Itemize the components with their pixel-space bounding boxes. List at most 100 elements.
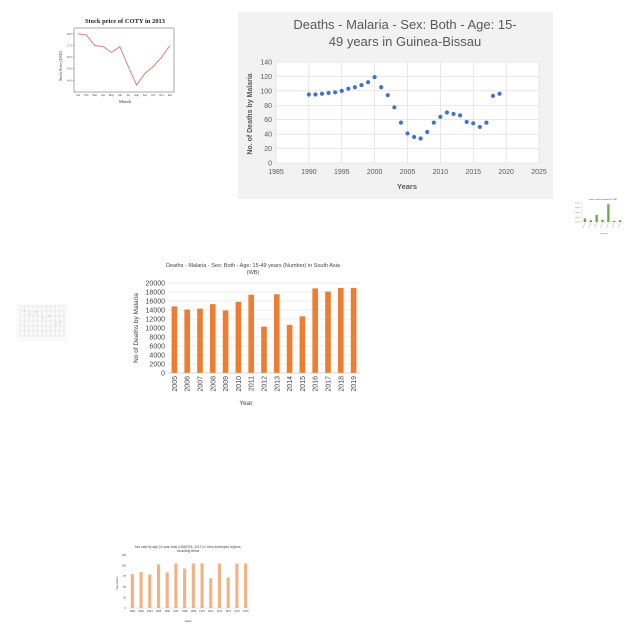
bar	[261, 326, 267, 373]
bar	[171, 306, 178, 373]
x-tick-label: 2009	[223, 376, 230, 392]
data-point	[359, 82, 364, 88]
bar	[222, 310, 229, 373]
bar	[607, 204, 610, 222]
x-tick-label: Sep	[143, 94, 148, 97]
bar	[613, 220, 616, 222]
sex-ratio-chart: Sex ratio by age (% year olds) (UNDESA, …	[112, 543, 254, 625]
x-axis-label: Year	[239, 400, 253, 407]
data-point	[431, 120, 436, 125]
data-point	[411, 134, 417, 140]
data-point	[464, 119, 469, 124]
y-tick-label: 40	[264, 132, 272, 139]
x-tick-label: 2015	[465, 169, 481, 176]
data-point	[23, 309, 25, 311]
y-tick-label: 17.0	[67, 44, 72, 47]
x-axis-label-mark	[600, 233, 608, 234]
data-point	[339, 88, 344, 93]
data-point	[306, 92, 311, 97]
x-tick-label: 1985	[268, 169, 284, 176]
bar	[337, 287, 344, 373]
bar	[184, 309, 191, 373]
data-point	[477, 124, 482, 130]
x-tick-label-mark	[588, 222, 592, 229]
y-tick-label: 100	[122, 564, 127, 568]
x-tick-label: 2000	[367, 169, 383, 176]
data-point	[60, 321, 62, 323]
x-tick-label: 2010	[433, 169, 449, 176]
bar	[235, 563, 239, 608]
y-tick-label: 50	[123, 585, 126, 589]
x-tick-label: 2007	[198, 376, 205, 392]
x-tick-label: 1971	[208, 609, 214, 613]
x-tick-label: 1967	[173, 609, 179, 613]
bar	[174, 563, 178, 608]
x-tick-label: 1973	[225, 609, 231, 613]
data-point	[398, 120, 404, 125]
bar	[299, 316, 306, 373]
y-tick-label: 75	[123, 574, 126, 578]
y-tick-label: 100	[260, 88, 272, 95]
y-tick-label: 14.0	[67, 79, 72, 82]
gross-grant-chart-svg: Gross Grant received in 1997	[575, 198, 623, 234]
x-tick-label: 2018	[338, 376, 345, 392]
x-tick-label: Mar	[92, 94, 97, 97]
bar	[139, 571, 143, 608]
data-point	[438, 114, 443, 119]
data-point	[352, 85, 357, 90]
x-tick-label: 2015	[300, 376, 307, 392]
x-tick-label: 2006	[185, 376, 192, 392]
chart-title-line-1: Deaths - Malaria - Sex: Both - Age: 15-4…	[166, 263, 341, 269]
x-axis-label: Years	[397, 182, 417, 191]
data-point	[29, 313, 31, 315]
x-tick-label: 1963	[138, 609, 144, 613]
bar	[200, 563, 204, 608]
data-point	[444, 110, 450, 115]
y-tick-label-mark	[575, 212, 580, 213]
data-point	[425, 129, 430, 135]
x-tick-label: 2025	[531, 169, 547, 176]
y-axis-label: No of Deaths by Malaria	[133, 293, 140, 363]
chart-title-line-2: 49 years in Guinea-Bissau	[329, 34, 481, 49]
x-tick-label: Nov	[159, 94, 164, 97]
data-point	[497, 91, 502, 96]
y-tick-label: 8000	[149, 335, 165, 342]
x-tick-label-mark	[594, 222, 597, 229]
y-tick-label-mark	[575, 216, 580, 218]
y-tick-label: 6000	[149, 344, 165, 351]
bar	[325, 291, 331, 373]
coty-stock-chart: Stock price of COTY in 2013 Month Stock …	[57, 14, 179, 106]
bar	[156, 564, 161, 608]
bar	[217, 563, 222, 608]
chart-title: Stock price of COTY in 2013	[85, 18, 166, 25]
y-tick-label: 2000	[149, 362, 165, 369]
y-tick-label: 18000	[146, 290, 166, 297]
series-line	[77, 33, 171, 86]
bar	[209, 304, 216, 373]
y-axis-label: No. of Deaths by Malaria	[247, 73, 254, 154]
y-tick-label: 16000	[146, 299, 166, 306]
bar	[183, 568, 187, 608]
bar	[312, 288, 319, 373]
bar	[589, 220, 592, 222]
bar	[618, 220, 622, 222]
y-tick-label: 18.0	[67, 33, 72, 36]
bar	[130, 574, 134, 608]
data-point	[379, 85, 384, 90]
y-tick-label: 140	[260, 60, 272, 67]
bar	[273, 294, 280, 373]
data-point	[365, 80, 371, 85]
x-tick-label: 2019	[351, 376, 358, 392]
x-tick-label: Aug	[134, 94, 139, 97]
x-tick-label: 2017	[326, 376, 333, 392]
bar	[350, 287, 357, 373]
data-point	[385, 93, 390, 98]
x-axis-label: Years	[184, 619, 192, 623]
y-tick-label: 125	[122, 553, 127, 557]
bar	[595, 214, 598, 222]
y-tick-label: 20	[264, 146, 272, 153]
chart-title: Gross Grant received in 1997	[589, 198, 618, 201]
x-tick-label: 1990	[301, 169, 317, 176]
y-tick-label: 120	[260, 74, 272, 81]
y-axis-label: Stock Price (USD)	[58, 50, 63, 81]
